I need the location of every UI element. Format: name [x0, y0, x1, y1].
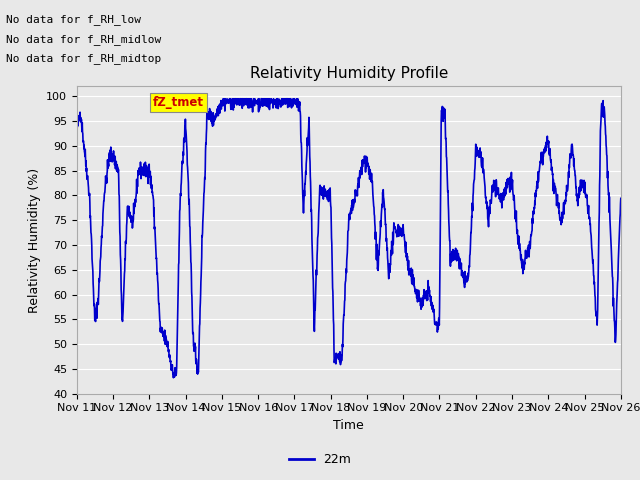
- Text: No data for f_RH_low: No data for f_RH_low: [6, 14, 141, 25]
- Y-axis label: Relativity Humidity (%): Relativity Humidity (%): [28, 168, 40, 312]
- Text: No data for f_RH_midlow: No data for f_RH_midlow: [6, 34, 162, 45]
- X-axis label: Time: Time: [333, 419, 364, 432]
- Text: No data for f_RH_midtop: No data for f_RH_midtop: [6, 53, 162, 64]
- Title: Relativity Humidity Profile: Relativity Humidity Profile: [250, 66, 448, 81]
- Legend: 22m: 22m: [284, 448, 356, 471]
- Text: fZ_tmet: fZ_tmet: [153, 96, 204, 108]
